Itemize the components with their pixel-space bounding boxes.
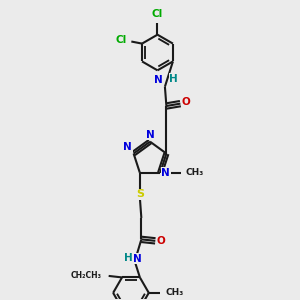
Text: N: N xyxy=(123,142,132,152)
Text: N: N xyxy=(161,168,170,178)
Text: N: N xyxy=(146,130,154,140)
Text: CH₂CH₃: CH₂CH₃ xyxy=(70,271,101,280)
Text: S: S xyxy=(136,189,144,199)
Text: N: N xyxy=(154,75,163,85)
Text: CH₃: CH₃ xyxy=(185,168,204,177)
Text: Cl: Cl xyxy=(152,9,163,19)
Text: O: O xyxy=(157,236,166,246)
Text: H: H xyxy=(169,74,178,84)
Text: N: N xyxy=(133,254,141,264)
Text: CH₃: CH₃ xyxy=(165,288,183,297)
Text: Cl: Cl xyxy=(115,35,126,45)
Text: H: H xyxy=(124,253,133,263)
Text: O: O xyxy=(181,97,190,107)
